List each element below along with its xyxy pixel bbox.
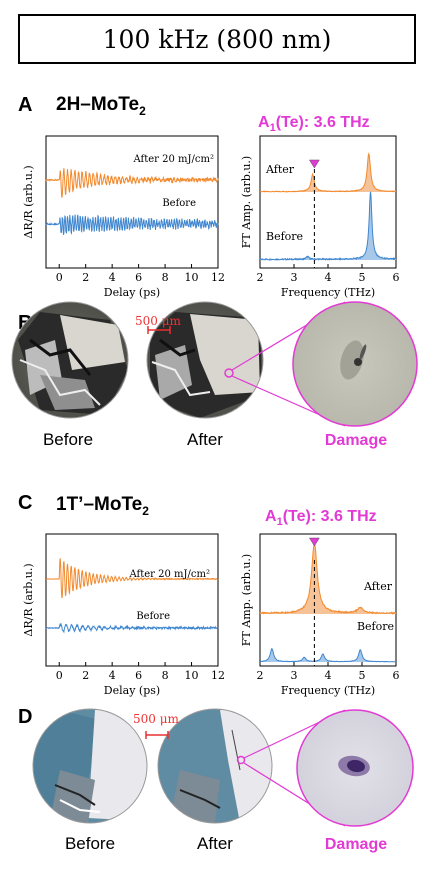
plot-frame [45, 135, 219, 269]
x-tick-label: 4 [325, 669, 332, 682]
panel-letter-d: D [18, 706, 33, 728]
panel-d-photos [32, 708, 414, 827]
panel-c-sample-title: 1T’–MoTe2 [56, 494, 149, 518]
x-tick-label: 10 [185, 669, 199, 682]
y-axis-label: ΔR/R (arb.u.) [22, 165, 35, 238]
x-axis-label: Delay (ps) [104, 684, 160, 697]
x-tick-label: 8 [162, 271, 169, 284]
marker-triangle-icon [308, 159, 320, 169]
panel-letter-a: A [18, 94, 33, 116]
x-tick-label: 5 [359, 271, 366, 284]
panel-b-scalebar-label: 500 μm [135, 314, 181, 328]
series-after-label: After 20 mJ/cm² [129, 569, 211, 580]
panel-d-damage-caption: Damage [324, 836, 388, 853]
series-before-line [45, 214, 219, 235]
series-after-line [259, 542, 397, 615]
series-before-line [45, 622, 219, 634]
panel-a-time-trace-chart: 0 2 4 6 8 10 12 Delay (ps) ΔR/R (arb.u.) After 20… [22, 135, 225, 299]
panel-b-before-photo [12, 302, 128, 418]
series-after-label: After [265, 163, 295, 176]
marker-triangle-icon [308, 537, 320, 547]
series-before-label: Before [136, 611, 170, 622]
x-tick-label: 2 [82, 271, 89, 284]
x-tick-label: 3 [291, 271, 298, 284]
series-after-area [260, 542, 396, 614]
figure-header: 100 kHz (800 nm) [18, 14, 416, 64]
x-tick-label: 0 [56, 669, 63, 682]
x-tick-label: 12 [211, 669, 225, 682]
x-tick-label: 6 [135, 669, 142, 682]
y-axis-label: FT Amp. (arb.u.) [240, 156, 253, 248]
y-axis-label: FT Amp. (arb.u.) [240, 554, 253, 646]
panel-d-before-caption: Before [64, 834, 116, 853]
x-tick-label: 6 [393, 271, 400, 284]
series-before-label: Before [162, 198, 196, 209]
series-after-label: After [363, 580, 393, 593]
panel-c-spectrum-chart: 2 3 4 5 6 Frequency (THz) FT Amp. (arb.u.) Afte… [240, 533, 400, 697]
panel-d-before-photo [33, 709, 147, 823]
series-before-area [260, 648, 396, 662]
x-tick-label: 6 [135, 271, 142, 284]
x-tick-label: 8 [162, 669, 169, 682]
x-tick-label: 4 [325, 271, 332, 284]
panel-b-damage-caption: Damage [324, 432, 388, 449]
y-axis-label: ΔR/R (arb.u.) [22, 563, 35, 636]
x-tick-label: 12 [211, 271, 225, 284]
panel-a-mode-label: A1(Te): 3.6 THz [258, 114, 370, 135]
panel-a-spectrum-chart: 2 3 4 5 6 Frequency (THz) FT Amp. (arb.u.) Afte… [240, 135, 400, 299]
x-tick-label: 4 [109, 669, 116, 682]
panel-b-before-caption: Before [42, 430, 94, 449]
x-tick-label: 6 [393, 669, 400, 682]
x-tick-label: 10 [185, 271, 199, 284]
panel-a-sample-title: 2H–MoTe2 [56, 94, 146, 118]
panel-c-mode-label: A1(Te): 3.6 THz [265, 508, 377, 529]
plot-frame [259, 135, 397, 269]
x-axis-label: Frequency (THz) [281, 286, 375, 299]
series-before-line [260, 647, 396, 663]
panel-c-time-trace-chart: 0 2 4 6 8 10 12 Delay (ps) ΔR/R (arb.u.) After 20… [22, 533, 225, 697]
x-tick-label: 3 [291, 669, 298, 682]
x-tick-label: 2 [257, 271, 264, 284]
panel-b-photos [11, 301, 418, 427]
plot-frame [259, 533, 397, 667]
x-axis-label: Frequency (THz) [281, 684, 375, 697]
panel-d-scalebar-label: 500 μm [133, 712, 179, 726]
panel-b-after-caption: After [187, 430, 223, 449]
series-before-area [260, 191, 396, 260]
panel-letter-c: C [18, 492, 33, 514]
x-axis-label: Delay (ps) [104, 286, 160, 299]
series-before-label: Before [357, 620, 394, 633]
x-tick-label: 2 [82, 669, 89, 682]
x-tick-label: 0 [56, 271, 63, 284]
plot-frame [45, 533, 219, 667]
x-tick-label: 4 [109, 271, 116, 284]
panel-d-after-photo [158, 709, 272, 823]
series-after-area [260, 153, 396, 192]
series-after-line [46, 558, 219, 599]
x-tick-label: 2 [257, 669, 264, 682]
series-after-line [259, 152, 397, 193]
series-after-label: After 20 mJ/cm² [133, 154, 215, 165]
panel-d-after-caption: After [197, 834, 233, 853]
panel-b-after-photo [147, 302, 263, 418]
x-tick-label: 5 [359, 669, 366, 682]
series-before-line [259, 191, 396, 261]
series-after-line [45, 168, 219, 198]
series-before-label: Before [266, 230, 303, 243]
